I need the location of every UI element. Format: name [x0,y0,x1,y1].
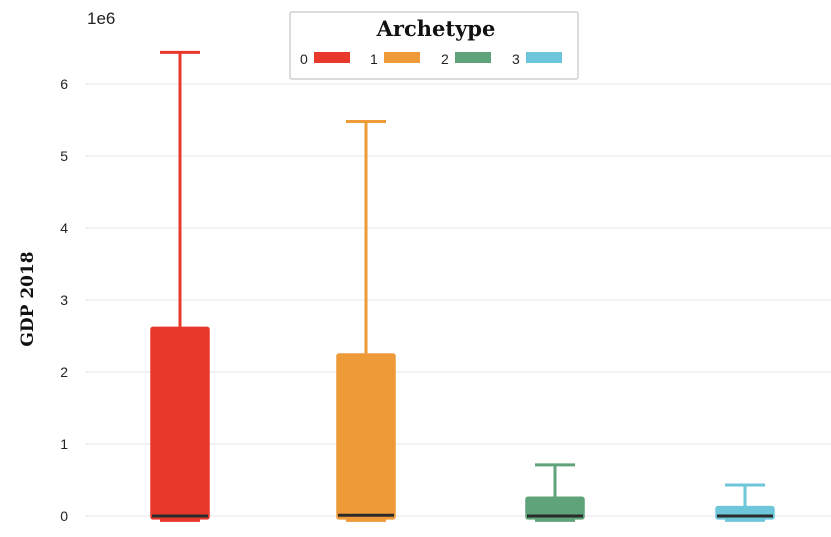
box-1 [336,119,396,522]
legend-swatch [455,52,491,63]
legend: Archetype 0 1 2 3 [289,11,579,80]
box-body [336,353,396,520]
legend-label: 0 [300,51,308,67]
box-0 [150,50,210,522]
box-2 [525,463,585,522]
y-tick-label: 1 [60,436,68,452]
y-tick-label: 3 [60,292,68,308]
box-body [150,326,210,520]
box-body [525,496,585,520]
y-tick-label: 4 [60,220,68,236]
y-tick-label: 5 [60,148,68,164]
legend-title: Archetype [376,16,496,41]
legend-label: 1 [370,51,378,67]
legend-items: 0 1 2 3 [300,51,562,67]
legend-swatch [526,52,562,63]
y-tick-label: 2 [60,364,68,380]
legend-label: 2 [441,51,449,67]
box-series [150,50,775,522]
legend-swatch [384,52,420,63]
legend-swatch [314,52,350,63]
y-tick-label: 6 [60,76,68,92]
legend-label: 3 [512,51,520,67]
y-axis-label: GDP 2018 [18,251,38,346]
y-tick-label: 0 [60,508,68,524]
box-3 [715,483,775,522]
y-multiplier-label: 1e6 [87,9,115,28]
y-tick-labels: 0 1 2 3 4 5 6 [60,76,68,524]
legend-frame [289,11,579,80]
